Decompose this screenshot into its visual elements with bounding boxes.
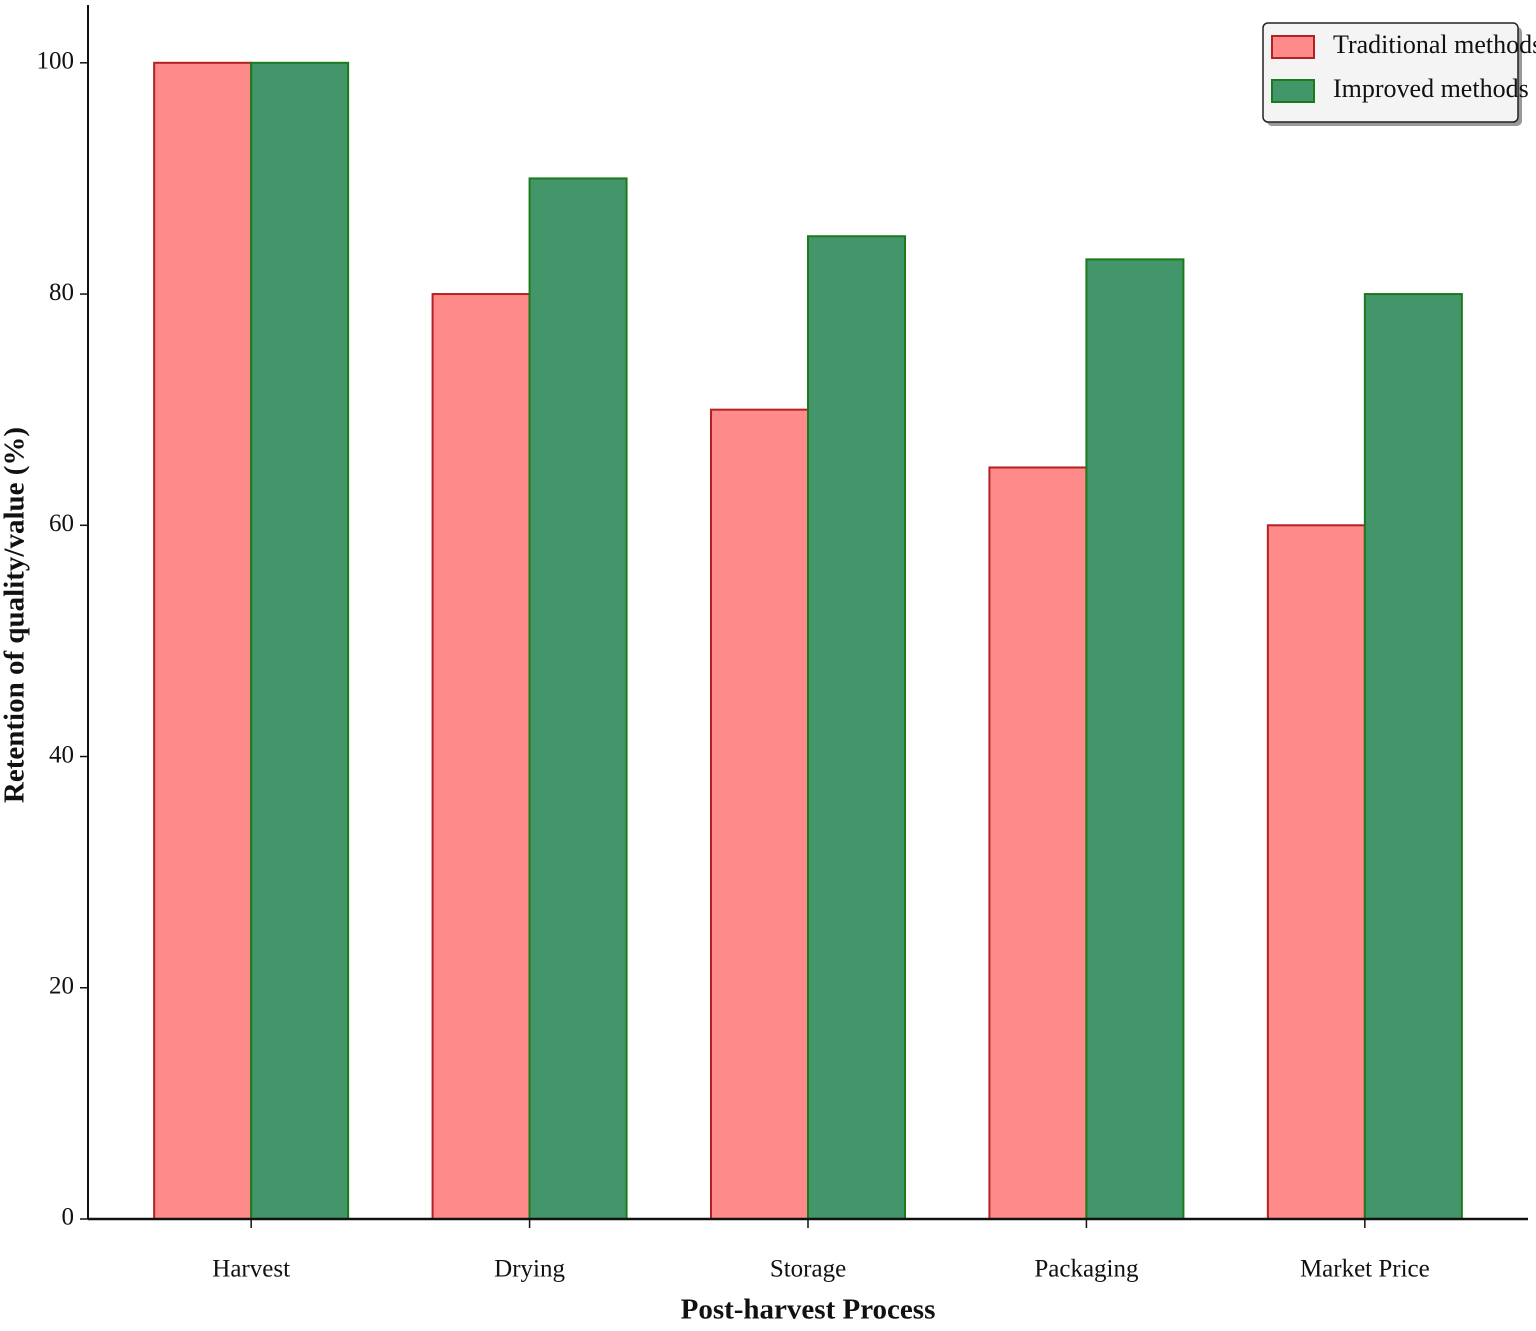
- x-tick-label: Storage: [770, 1256, 846, 1283]
- x-tick-label: Packaging: [1034, 1256, 1139, 1283]
- y-tick-label: 0: [62, 1204, 75, 1231]
- x-axis-label: Post-harvest Process: [681, 1294, 936, 1326]
- legend-label: Improved methods: [1333, 74, 1529, 103]
- y-tick-label: 40: [49, 741, 74, 768]
- legend-swatch: [1271, 35, 1315, 59]
- bar: [528, 177, 628, 1220]
- y-tick-label: 80: [49, 279, 74, 306]
- y-tick-label: 100: [37, 48, 75, 75]
- bar: [710, 408, 809, 1220]
- bar: [988, 466, 1088, 1220]
- legend: Traditional methods Improved methods: [1262, 22, 1536, 126]
- bar: [1266, 524, 1366, 1220]
- bar: [431, 293, 531, 1220]
- y-tick-label: 60: [49, 510, 74, 537]
- bar: [153, 61, 253, 1220]
- x-tick-label: Market Price: [1300, 1256, 1430, 1283]
- legend-label: Traditional methods: [1333, 30, 1536, 59]
- legend-box: [1262, 22, 1519, 123]
- y-tick-label: 20: [49, 972, 74, 999]
- y-axis-label: Retention of quality/value (%): [0, 427, 31, 803]
- x-tick-label: Drying: [494, 1256, 565, 1283]
- legend-swatch: [1271, 79, 1315, 103]
- bar: [807, 235, 906, 1220]
- bar: [250, 61, 350, 1220]
- bar: [1085, 258, 1185, 1221]
- x-tick-label: Harvest: [212, 1256, 290, 1283]
- bar: [1363, 293, 1463, 1220]
